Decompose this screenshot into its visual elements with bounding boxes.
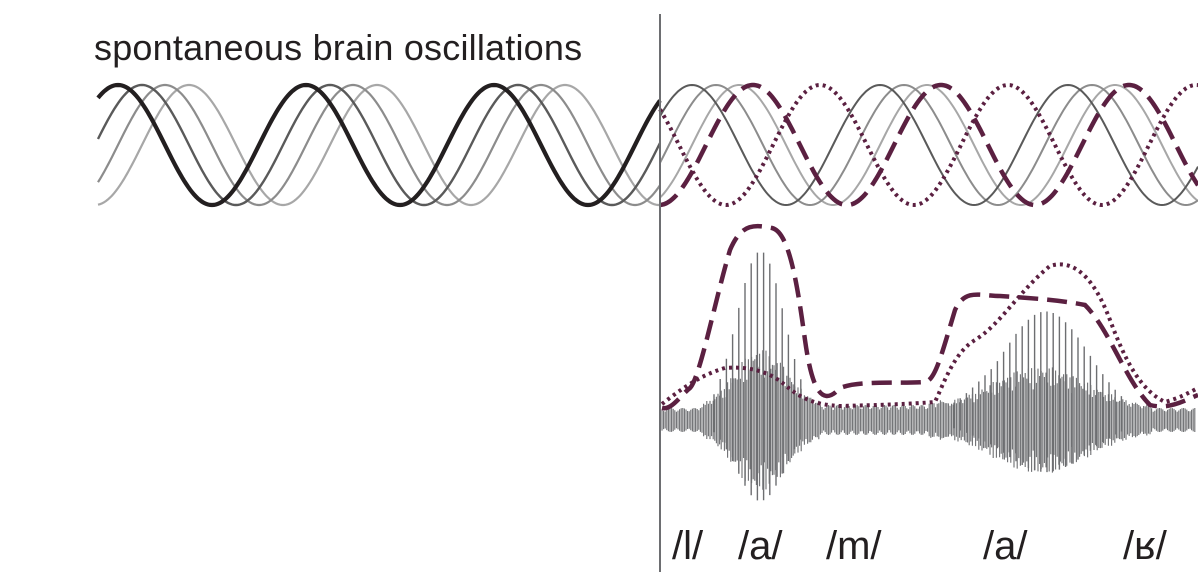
phoneme-m-label: /m/ xyxy=(826,524,882,568)
ongoing-oscillation-3 xyxy=(659,83,1198,207)
entrained-oscillation-dashed xyxy=(659,82,1198,208)
phoneme-a2-label: /a/ xyxy=(983,524,1028,568)
spontaneous-oscillation-4 xyxy=(96,82,662,208)
speech-waveform-pulses xyxy=(713,252,1123,501)
spontaneous-oscillation-3 xyxy=(96,83,662,207)
spontaneous-oscillation-2 xyxy=(97,83,661,207)
speech-envelopes xyxy=(660,223,1198,411)
entrained-oscillation-dotted xyxy=(658,82,1198,208)
ongoing-oscillation-1 xyxy=(659,84,1198,206)
speech-signal xyxy=(661,252,1196,501)
phoneme-l-label: /l/ xyxy=(672,524,704,568)
spontaneous-oscillation-1 xyxy=(97,83,660,207)
phoneme-a1-label: /a/ xyxy=(738,524,783,568)
entrained-oscillations xyxy=(658,82,1198,208)
diagram-title: spontaneous brain oscillations xyxy=(94,27,583,68)
speech-waveform xyxy=(661,350,1196,490)
ongoing-oscillation-2 xyxy=(659,83,1198,207)
speech-envelope-dashed xyxy=(661,223,1198,411)
spontaneous-oscillations xyxy=(96,82,662,208)
phoneme-r-label: /ʁ/ xyxy=(1123,524,1167,568)
